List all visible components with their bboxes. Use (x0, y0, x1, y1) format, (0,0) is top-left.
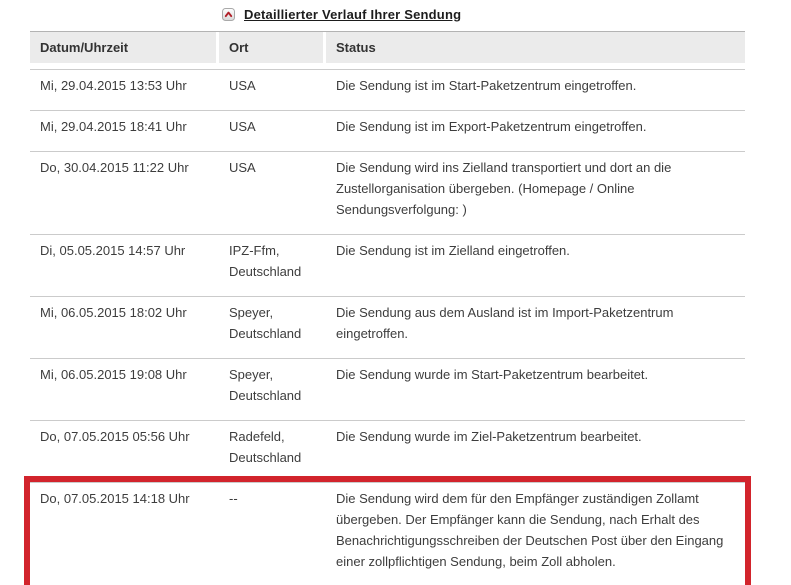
cell-datum: Mi, 29.04.2015 18:41 Uhr (40, 119, 187, 134)
column-header-datum: Datum/Uhrzeit (30, 32, 216, 63)
page-title[interactable]: Detaillierter Verlauf Ihrer Sendung (244, 6, 462, 22)
table-row: Mi, 29.04.2015 18:41 Uhr USA Die Sendung… (30, 110, 745, 151)
table-row: Do, 07.05.2015 14:18 Uhr -- Die Sendung … (24, 476, 751, 585)
cell-datum: Di, 05.05.2015 14:57 Uhr (40, 243, 186, 258)
table-body: Mi, 29.04.2015 13:53 Uhr USA Die Sendung… (24, 69, 751, 585)
column-header-ort: Ort (219, 32, 323, 63)
cell-status: Die Sendung ist im Zielland eingetroffen… (336, 243, 570, 258)
table-row: Mi, 06.05.2015 18:02 Uhr Speyer, Deutsch… (30, 296, 745, 358)
cell-ort: Radefeld, Deutschland (229, 429, 302, 465)
cell-ort: Speyer, Deutschland (229, 305, 302, 341)
table-header-row: Datum/Uhrzeit Ort Status (30, 31, 745, 63)
cell-ort: Speyer, Deutschland (229, 367, 302, 403)
section-header: Detaillierter Verlauf Ihrer Sendung (222, 6, 791, 22)
column-header-status: Status (326, 32, 745, 63)
cell-ort: USA (229, 78, 256, 93)
cell-datum: Mi, 06.05.2015 19:08 Uhr (40, 367, 187, 382)
cell-ort: IPZ-Ffm, Deutschland (229, 243, 302, 279)
cell-datum: Do, 07.05.2015 14:18 Uhr (40, 491, 190, 506)
table-row: Do, 30.04.2015 11:22 Uhr USA Die Sendung… (30, 151, 745, 234)
table-row: Do, 07.05.2015 05:56 Uhr Radefeld, Deuts… (30, 420, 745, 482)
cell-datum: Mi, 06.05.2015 18:02 Uhr (40, 305, 187, 320)
table-row: Mi, 29.04.2015 13:53 Uhr USA Die Sendung… (30, 69, 745, 110)
cell-status: Die Sendung ist im Start-Paketzentrum ei… (336, 78, 637, 93)
cell-ort: -- (229, 491, 238, 506)
cell-ort: USA (229, 119, 256, 134)
table-row: Di, 05.05.2015 14:57 Uhr IPZ-Ffm, Deutsc… (30, 234, 745, 296)
cell-datum: Do, 30.04.2015 11:22 Uhr (40, 160, 189, 175)
cell-status: Die Sendung wird ins Zielland transporti… (336, 160, 672, 217)
cell-status: Die Sendung wird dem für den Empfänger z… (336, 491, 724, 569)
cell-datum: Do, 07.05.2015 05:56 Uhr (40, 429, 190, 444)
cell-status: Die Sendung wurde im Start-Paketzentrum … (336, 367, 649, 382)
cell-datum: Mi, 29.04.2015 13:53 Uhr (40, 78, 187, 93)
cell-status: Die Sendung wurde im Ziel-Paketzentrum b… (336, 429, 642, 444)
cell-status: Die Sendung aus dem Ausland ist im Impor… (336, 305, 674, 341)
table-row: Mi, 06.05.2015 19:08 Uhr Speyer, Deutsch… (30, 358, 745, 420)
cell-status: Die Sendung ist im Export-Paketzentrum e… (336, 119, 647, 134)
shipment-history-table: Datum/Uhrzeit Ort Status Mi, 29.04.2015 … (24, 31, 751, 585)
collapse-section-icon[interactable] (222, 7, 235, 21)
cell-ort: USA (229, 160, 256, 175)
